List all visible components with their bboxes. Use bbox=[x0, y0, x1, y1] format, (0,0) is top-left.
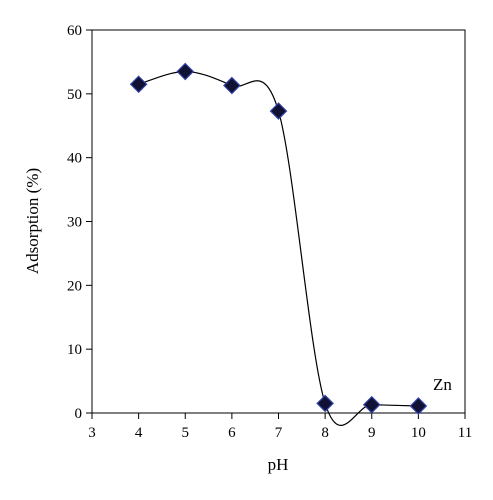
data-point bbox=[129, 75, 148, 94]
x-tick-label: 8 bbox=[321, 425, 329, 441]
y-axis-title: Adsorption (%) bbox=[23, 168, 42, 274]
y-axis-ticks: 0 10 20 30 40 50 60 bbox=[67, 23, 92, 422]
data-point bbox=[176, 62, 195, 81]
data-point bbox=[409, 397, 428, 415]
data-point bbox=[269, 102, 288, 120]
x-tick-label: 4 bbox=[135, 425, 143, 441]
y-tick-label: 60 bbox=[67, 23, 82, 39]
y-tick-label: 0 bbox=[75, 406, 83, 422]
x-axis-title: pH bbox=[268, 455, 289, 474]
data-point bbox=[223, 76, 241, 95]
data-point bbox=[362, 395, 381, 414]
y-tick-label: 30 bbox=[67, 215, 82, 231]
x-tick-label: 6 bbox=[228, 425, 236, 441]
data-point bbox=[316, 394, 334, 413]
y-tick-label: 10 bbox=[67, 342, 82, 358]
y-tick-label: 20 bbox=[67, 278, 82, 294]
x-tick-label: 11 bbox=[458, 425, 472, 441]
series-curve bbox=[138, 70, 419, 426]
x-tick-label: 9 bbox=[368, 425, 376, 441]
x-tick-label: 10 bbox=[411, 425, 426, 441]
x-axis-ticks: 3 4 5 6 7 8 9 10 11 bbox=[88, 413, 472, 441]
data-markers bbox=[129, 62, 428, 415]
x-tick-label: 7 bbox=[275, 425, 283, 441]
y-tick-label: 50 bbox=[67, 87, 82, 103]
y-tick-label: 40 bbox=[67, 151, 82, 167]
annotation-zn: Zn bbox=[433, 375, 452, 394]
x-tick-label: 5 bbox=[182, 425, 190, 441]
x-tick-label: 3 bbox=[88, 425, 96, 441]
plot-frame bbox=[91, 29, 466, 414]
